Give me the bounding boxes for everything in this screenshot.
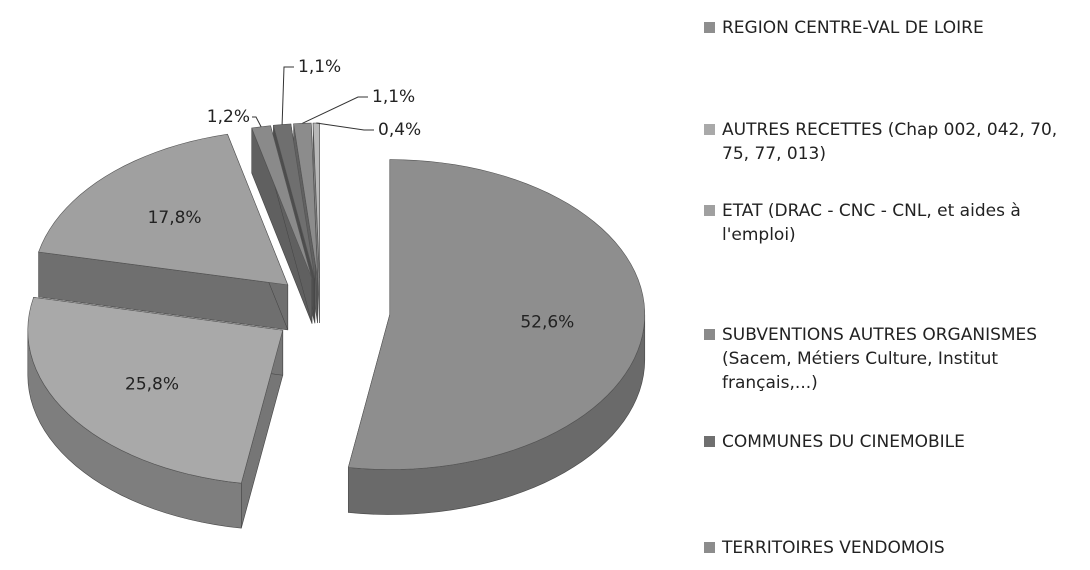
leader-line — [252, 116, 262, 127]
legend-swatch — [704, 329, 715, 340]
slice — [251, 125, 313, 279]
data-label: 1,1% — [372, 87, 415, 107]
leader-line — [302, 96, 368, 124]
slice — [38, 133, 289, 286]
legend-item: ETAT (DRAC - CNC - CNL, et aides à l'emp… — [700, 199, 1085, 247]
legend-label: ETAT (DRAC - CNC - CNL, et aides à l'emp… — [722, 201, 1021, 245]
leader-line — [316, 122, 374, 131]
slice-shade — [38, 252, 288, 330]
chart: 52,6% 25,8% 17,8% 1,2% 1,1% 1,1% 0,4% — [27, 57, 646, 529]
legend-item: AUTRES RECETTES (Chap 002, 042, 70, 75, … — [700, 118, 1085, 166]
data-label: 1,2% — [207, 107, 250, 127]
legend-label: AUTRES RECETTES (Chap 002, 042, 70, 75, … — [722, 120, 1058, 164]
slice — [347, 159, 646, 470]
slice-shade — [348, 314, 645, 515]
legend-swatch — [704, 22, 715, 33]
leader-line — [281, 66, 294, 125]
legend-swatch — [704, 542, 715, 553]
legend-label: REGION CENTRE-VAL DE LOIRE — [722, 18, 984, 38]
legend-item: COMMUNES DU CINEMOBILE — [700, 430, 1085, 454]
legend-swatch — [704, 436, 715, 447]
data-label: 0,4% — [378, 120, 421, 140]
legend-swatch — [704, 205, 715, 216]
legend-item: SUBVENTIONS AUTRES ORGANISMES (Sacem, Mé… — [700, 323, 1085, 395]
legend-swatch — [704, 124, 715, 135]
slice-shade — [241, 330, 283, 529]
legend-label: COMMUNES DU CINEMOBILE — [722, 432, 965, 452]
legend-label: SUBVENTIONS AUTRES ORGANISMES (Sacem, Mé… — [722, 325, 1038, 393]
slice-shade — [27, 330, 242, 529]
slice-shade — [251, 128, 313, 324]
legend-item: REGION CENTRE-VAL DE LOIRE — [700, 16, 1085, 40]
slice-shade — [313, 123, 320, 324]
legend-label: TERRITOIRES VENDOMOIS — [722, 538, 945, 558]
data-label: 25,8% — [125, 374, 179, 394]
legend-item: TERRITOIRES VENDOMOIS — [700, 536, 1085, 560]
slice — [27, 297, 284, 484]
data-label: 1,1% — [298, 57, 341, 77]
data-label: 52,6% — [520, 312, 574, 332]
data-label: 17,8% — [148, 208, 202, 228]
